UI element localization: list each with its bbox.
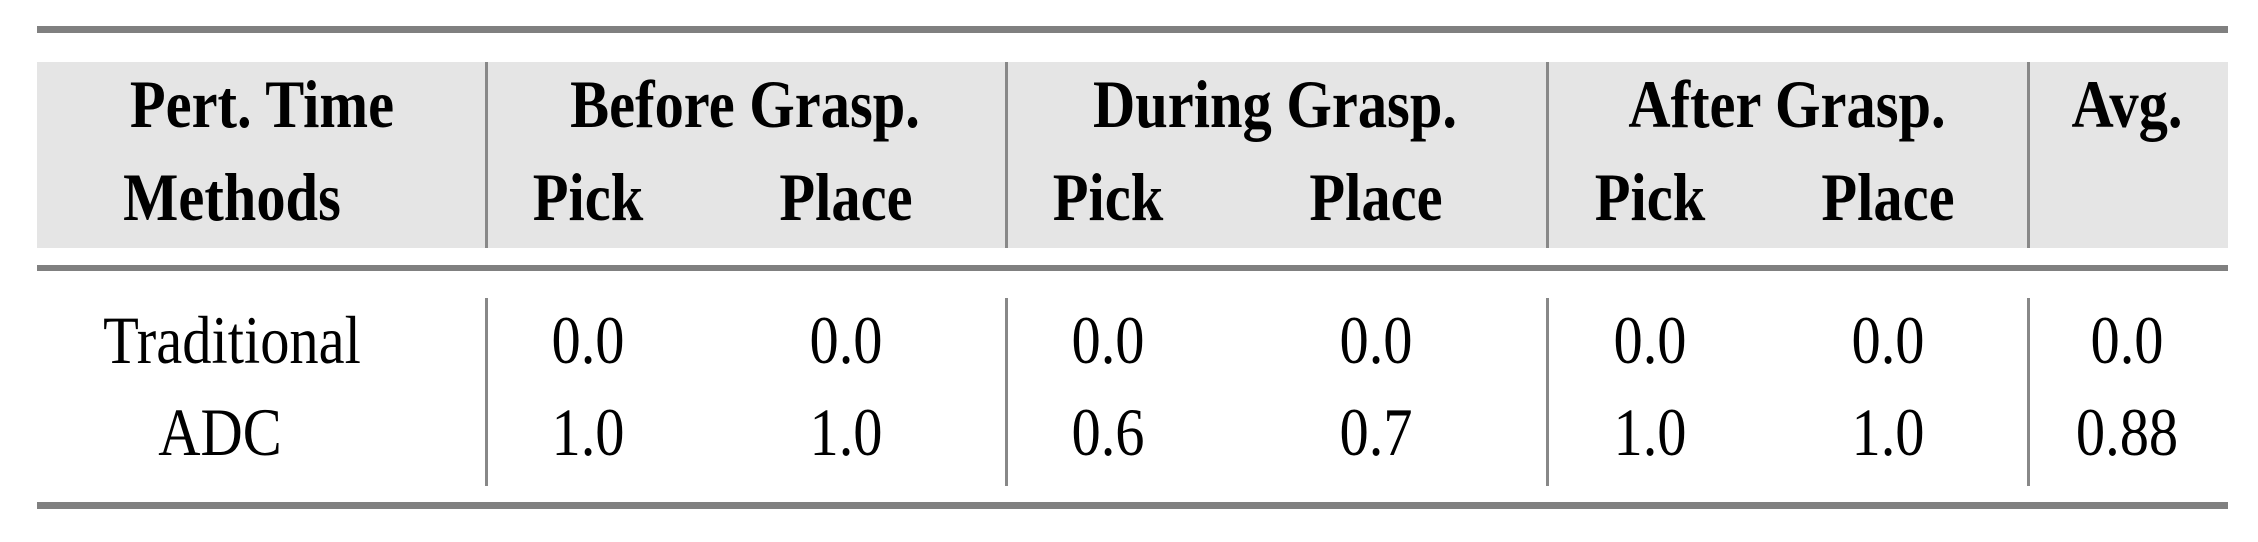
value-cell: 1.0: [1851, 394, 1925, 470]
column-divider: [1546, 62, 1549, 248]
column-divider: [1546, 298, 1549, 486]
header-after-place: Place: [1821, 159, 1955, 235]
column-divider: [1005, 62, 1008, 248]
header-methods: Methods: [123, 159, 341, 235]
header-before-place: Place: [779, 159, 913, 235]
value-cell: 1.0: [551, 394, 625, 470]
value-cell: 0.0: [809, 302, 883, 378]
column-divider: [2027, 62, 2030, 248]
header-after-grasp: After Grasp.: [1628, 66, 1946, 142]
column-divider: [485, 298, 488, 486]
method-name: ADC: [158, 394, 282, 470]
column-divider: [2027, 298, 2030, 486]
mid-rule: [37, 265, 2228, 271]
method-name: Traditional: [103, 302, 361, 378]
column-divider: [1005, 298, 1008, 486]
header-pert-time: Pert. Time: [129, 66, 395, 142]
header-after-pick: Pick: [1594, 159, 1706, 235]
bottom-rule: [37, 502, 2228, 509]
avg-cell: 0.0: [2090, 302, 2164, 378]
value-cell: 0.0: [1851, 302, 1925, 378]
value-cell: 1.0: [809, 394, 883, 470]
top-rule: [37, 26, 2228, 33]
value-cell: 0.0: [1613, 302, 1687, 378]
value-cell: 0.0: [551, 302, 625, 378]
value-cell: 0.0: [1071, 302, 1145, 378]
header-during-place: Place: [1309, 159, 1443, 235]
avg-cell: 0.88: [2075, 394, 2179, 470]
header-band: [37, 62, 2228, 248]
header-before-pick: Pick: [532, 159, 644, 235]
header-before-grasp: Before Grasp.: [570, 66, 920, 142]
header-during-grasp: During Grasp.: [1093, 66, 1457, 142]
value-cell: 0.7: [1339, 394, 1413, 470]
column-divider: [485, 62, 488, 248]
value-cell: 0.0: [1339, 302, 1413, 378]
value-cell: 0.6: [1071, 394, 1145, 470]
value-cell: 1.0: [1613, 394, 1687, 470]
header-during-pick: Pick: [1052, 159, 1164, 235]
header-avg: Avg.: [2071, 66, 2183, 142]
